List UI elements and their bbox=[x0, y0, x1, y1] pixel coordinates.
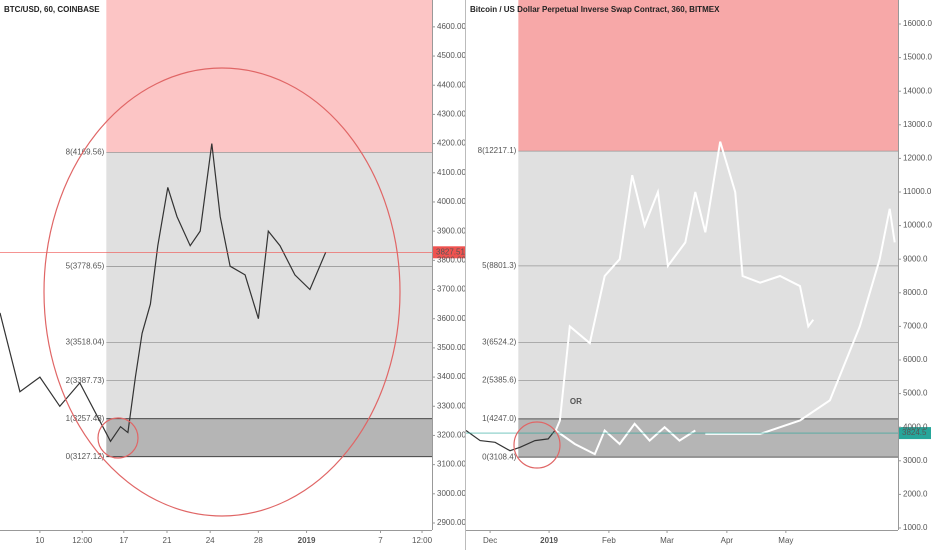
fib-label: 8(4169.56) bbox=[66, 148, 105, 157]
x-tick-label: 21 bbox=[163, 536, 172, 545]
x-tick-label: 12:00 bbox=[412, 536, 433, 545]
fib-label: 1(3257.43) bbox=[66, 414, 105, 423]
fib-label: 0(3127.12) bbox=[66, 452, 105, 461]
x-tick-label: Apr bbox=[721, 536, 734, 545]
fib-zone-mid bbox=[106, 152, 432, 457]
y-tick-label: 11000.0 bbox=[903, 187, 932, 196]
price-line bbox=[555, 422, 696, 456]
last-price-label: 3824.5 bbox=[902, 428, 927, 437]
circle-annotation bbox=[513, 421, 561, 469]
y-tick-label: 4300.00 bbox=[437, 110, 466, 119]
circle-annotation bbox=[97, 417, 139, 459]
last-price-box bbox=[899, 427, 931, 440]
y-tick-label: 3700.00 bbox=[437, 285, 466, 294]
fib-label: 3(6524.2) bbox=[482, 337, 517, 346]
y-tick-label: 4500.00 bbox=[437, 51, 466, 60]
y-tick-label: 2900.00 bbox=[437, 518, 466, 527]
x-tick-label: 28 bbox=[254, 536, 263, 545]
y-tick-label: 3200.00 bbox=[437, 431, 466, 440]
y-tick-label: 10000.0 bbox=[903, 221, 932, 230]
y-tick-label: 3600.00 bbox=[437, 314, 466, 323]
fib-zone-mid bbox=[518, 151, 898, 458]
y-tick-label: 4000.0 bbox=[903, 422, 928, 431]
y-tick-label: 8000.0 bbox=[903, 288, 928, 297]
y-tick-label: 3000.0 bbox=[903, 456, 928, 465]
y-tick-label: 4200.00 bbox=[437, 139, 466, 148]
y-tick-label: 1000.0 bbox=[903, 523, 928, 532]
y-tick-label: 3800.00 bbox=[437, 255, 466, 264]
fib-zone-high bbox=[518, 0, 898, 152]
y-tick-label: 4600.00 bbox=[437, 22, 466, 31]
y-tick-label: 3000.00 bbox=[437, 489, 466, 498]
y-tick-label: 3400.00 bbox=[437, 372, 466, 381]
y-tick-label: 4400.00 bbox=[437, 80, 466, 89]
price-line bbox=[0, 143, 327, 443]
y-tick-label: 2000.0 bbox=[903, 489, 928, 498]
y-tick-label: 4100.00 bbox=[437, 168, 466, 177]
y-tick-label: 14000.0 bbox=[903, 86, 932, 95]
fib-label: 2(3387.73) bbox=[66, 376, 105, 385]
x-tick-label: 12:00 bbox=[72, 536, 93, 545]
price-line bbox=[705, 208, 896, 435]
y-tick-label: 3900.00 bbox=[437, 226, 466, 235]
y-tick-label: 3100.00 bbox=[437, 460, 466, 469]
x-tick-label: Mar bbox=[660, 536, 674, 545]
circle-annotation bbox=[43, 67, 401, 517]
y-tick-label: 6000.0 bbox=[903, 355, 928, 364]
fib-label: 3(3518.04) bbox=[66, 338, 105, 347]
y-tick-label: 3300.00 bbox=[437, 401, 466, 410]
x-tick-label: 2019 bbox=[540, 536, 558, 545]
y-tick-label: 13000.0 bbox=[903, 120, 932, 129]
last-price-label: 3827.51 bbox=[436, 247, 465, 256]
fib-label: 2(5385.6) bbox=[482, 376, 517, 385]
x-tick-label: May bbox=[778, 536, 793, 545]
x-tick-label: Dec bbox=[483, 536, 497, 545]
y-tick-label: 12000.0 bbox=[903, 153, 932, 162]
fib-zone-low bbox=[106, 418, 432, 457]
x-tick-label: 7 bbox=[378, 536, 383, 545]
y-tick-label: 3500.00 bbox=[437, 343, 466, 352]
x-tick-label: 17 bbox=[119, 536, 128, 545]
y-tick-label: 4000.00 bbox=[437, 197, 466, 206]
chart-title: BTC/USD, 60, COINBASE bbox=[4, 5, 100, 14]
fib-label: 0(3108.4) bbox=[482, 452, 517, 461]
last-price-box bbox=[433, 246, 465, 259]
fib-zone-low bbox=[518, 418, 898, 458]
chart-title: Bitcoin / US Dollar Perpetual Inverse Sw… bbox=[470, 5, 720, 14]
annotation: OR bbox=[570, 397, 582, 406]
x-tick-label: 10 bbox=[35, 536, 44, 545]
fib-label: 1(4247.0) bbox=[482, 414, 517, 423]
x-tick-label: Feb bbox=[602, 536, 616, 545]
y-tick-label: 16000.0 bbox=[903, 19, 932, 28]
fib-label: 5(8801.3) bbox=[482, 261, 517, 270]
x-tick-label: 24 bbox=[206, 536, 215, 545]
y-tick-label: 5000.0 bbox=[903, 389, 928, 398]
price-line bbox=[465, 430, 556, 452]
y-tick-label: 15000.0 bbox=[903, 53, 932, 62]
y-tick-label: 9000.0 bbox=[903, 254, 928, 263]
fib-label: 5(3778.65) bbox=[66, 262, 105, 271]
fib-label: 8(12217.1) bbox=[478, 146, 517, 155]
price-line bbox=[554, 141, 815, 431]
y-tick-label: 7000.0 bbox=[903, 321, 928, 330]
x-tick-label: 2019 bbox=[298, 536, 316, 545]
